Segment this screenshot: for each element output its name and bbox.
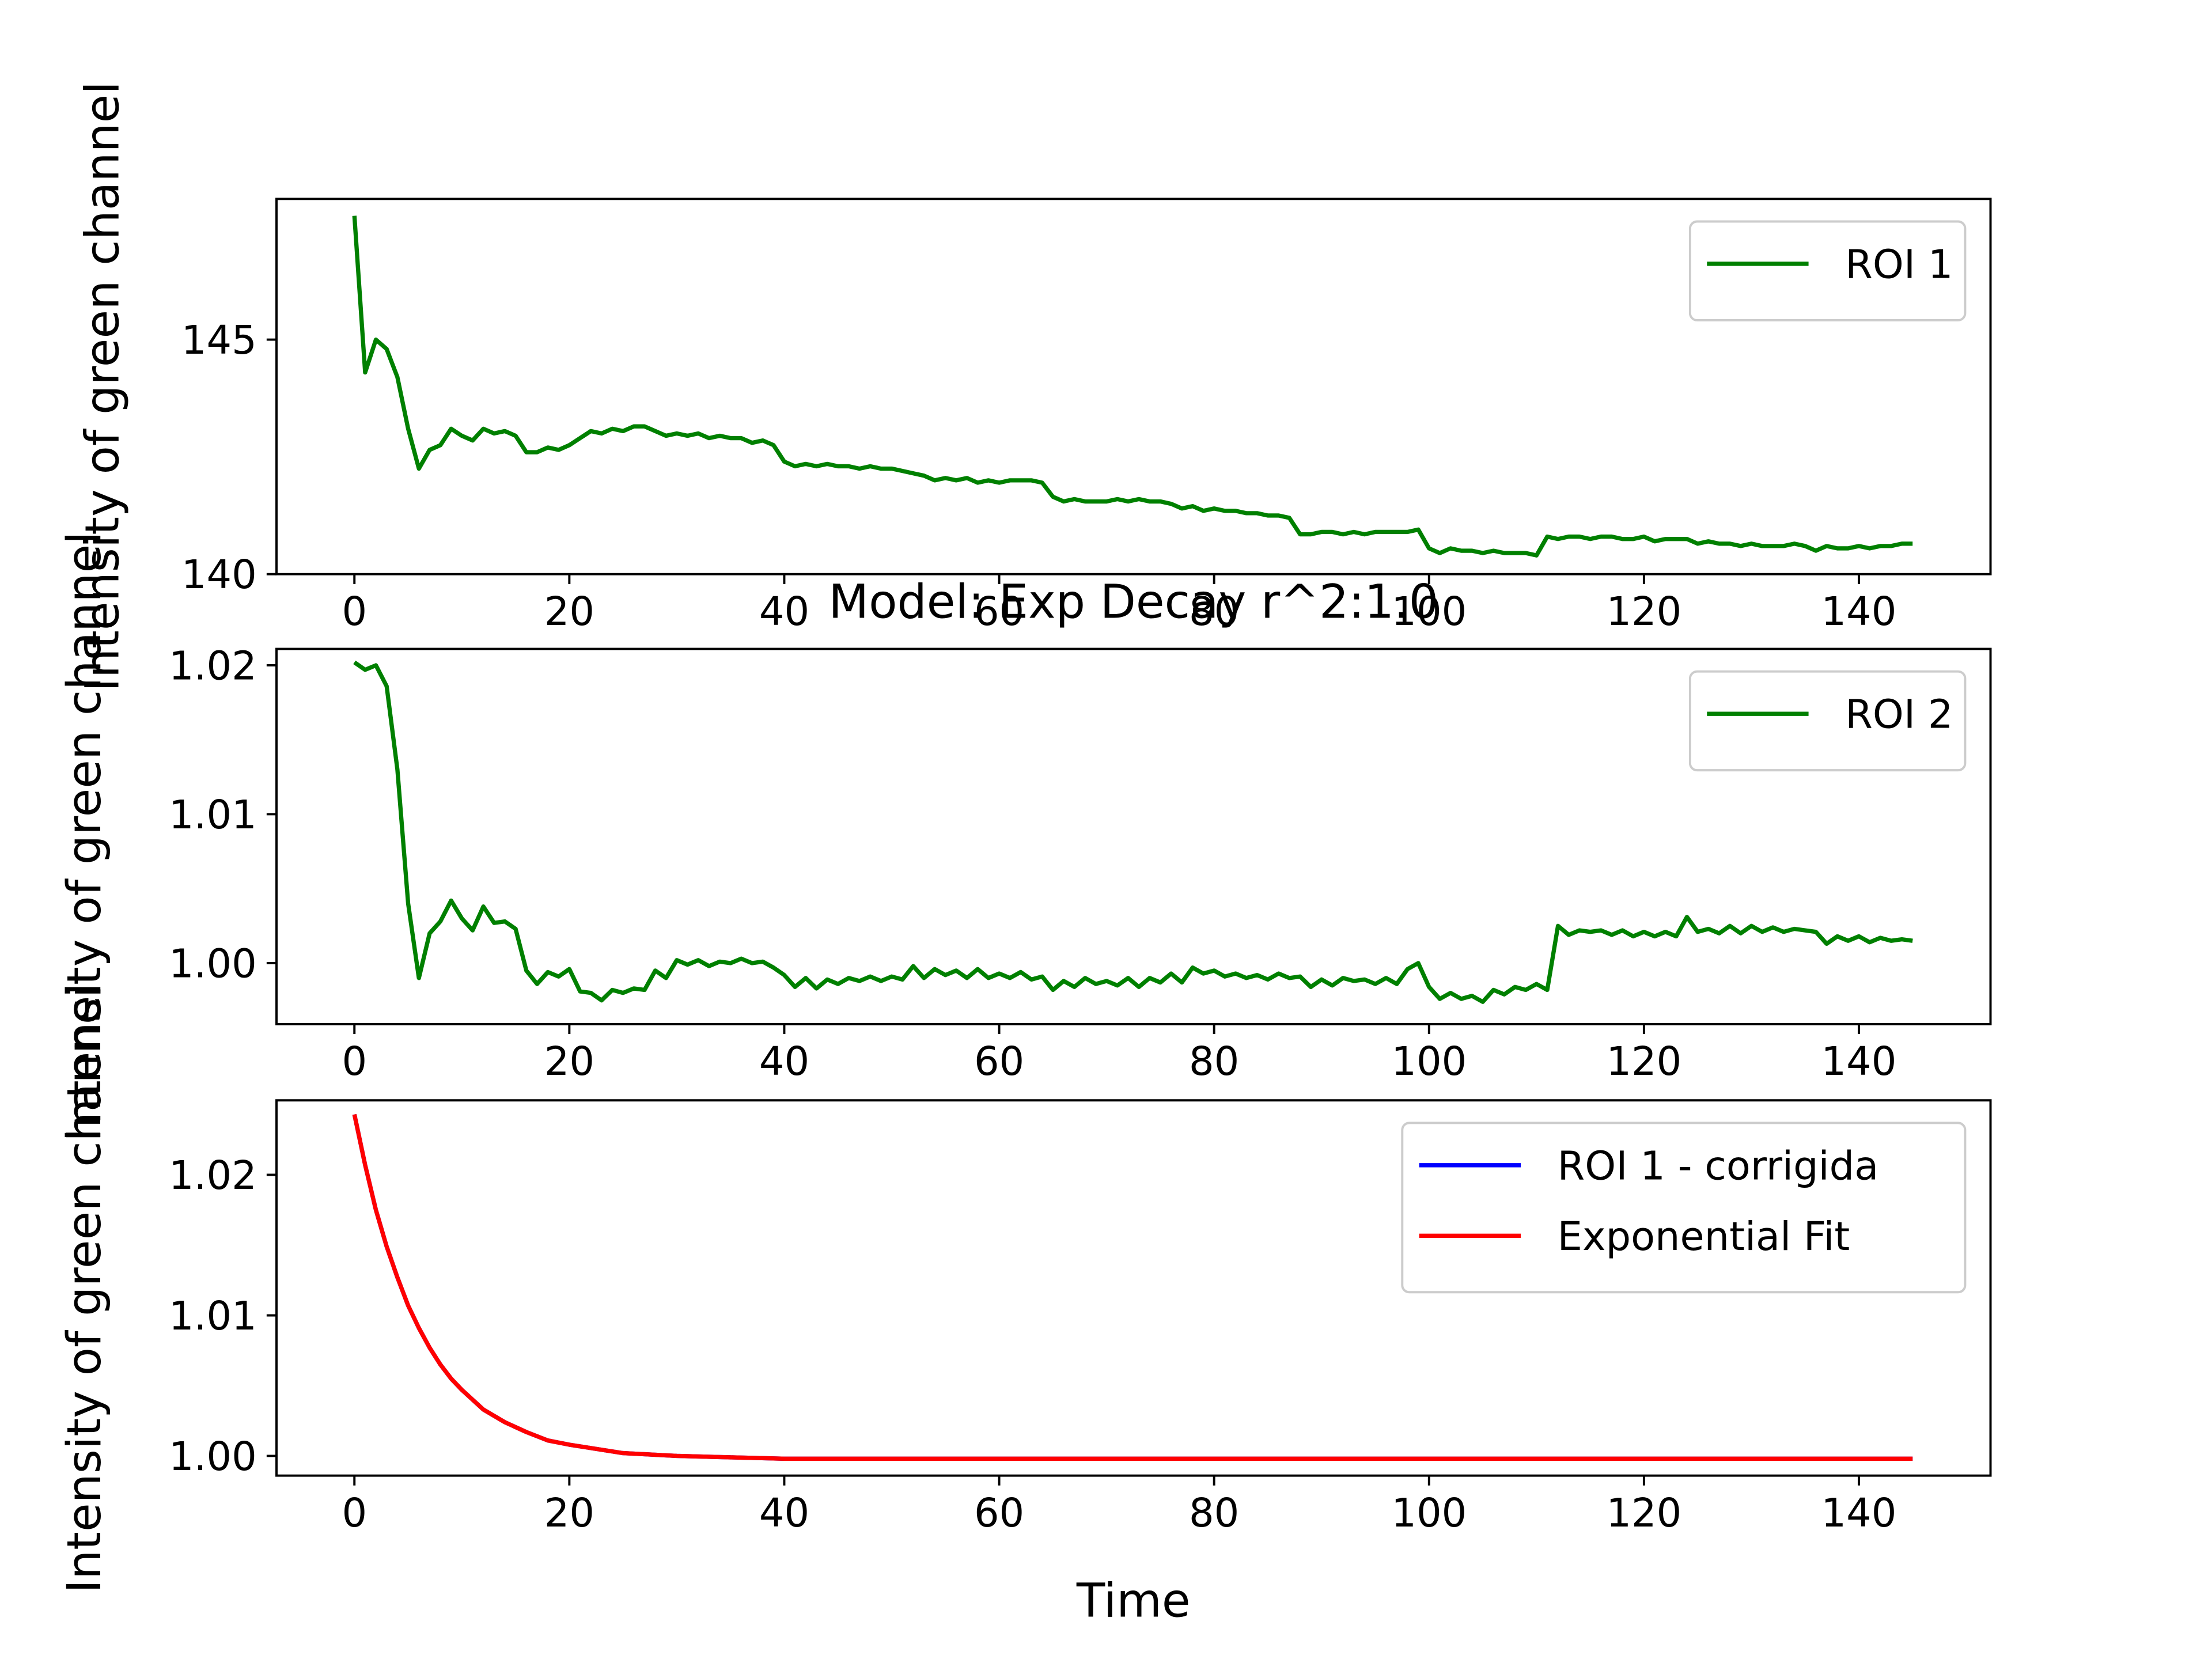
axes-frame (275, 647, 1992, 1025)
x-tick-label: 40 (759, 1039, 809, 1085)
x-axis-label: Time (1076, 1574, 1191, 1628)
y-tick-label: 140 (181, 552, 257, 598)
x-tick-label: 140 (1821, 1039, 1897, 1085)
legend-box (1688, 670, 1967, 772)
y-axis-label: Intensity of green channel (76, 81, 130, 692)
x-tick-label: 140 (1821, 1490, 1897, 1536)
series-line (353, 660, 1913, 1004)
legend-label: ROI 1 - corrigida (1558, 1143, 1879, 1189)
x-tick-label: 120 (1606, 589, 1681, 635)
y-tick-label: 1.01 (169, 792, 257, 838)
x-tick-label: 100 (1391, 1039, 1467, 1085)
x-tick-label: 120 (1606, 1039, 1681, 1085)
y-tick-label: 1.01 (169, 1293, 257, 1339)
chart-title: Model: Exp Decay r^2:1.0 (828, 575, 1438, 630)
x-tick-label: 0 (342, 1039, 367, 1085)
x-tick-label: 100 (1391, 589, 1467, 635)
axes-frame (275, 1099, 1992, 1477)
x-tick-label: 100 (1391, 1490, 1467, 1536)
x-tick-label: 40 (759, 589, 809, 635)
y-tick-label: 1.02 (169, 1153, 257, 1199)
x-tick-label: 60 (974, 1039, 1024, 1085)
x-tick-label: 20 (544, 1490, 594, 1536)
legend-label: ROI 2 (1845, 692, 1953, 738)
axes-frame (275, 198, 1992, 575)
y-tick-label: 1.02 (169, 643, 257, 689)
x-tick-label: 80 (1189, 1490, 1239, 1536)
x-tick-label: 0 (342, 1490, 367, 1536)
y-tick-label: 1.00 (169, 941, 257, 987)
series-line (352, 1113, 1913, 1461)
y-axis-label: Intensity of green channel (58, 531, 112, 1142)
legend-box (1401, 1122, 1967, 1294)
x-tick-label: 20 (544, 1039, 594, 1085)
legend-box (1688, 220, 1967, 321)
series-line (352, 215, 1913, 558)
y-tick-label: 1.00 (169, 1434, 257, 1480)
x-tick-label: 80 (1189, 1039, 1239, 1085)
x-tick-label: 60 (974, 589, 1024, 635)
x-tick-label: 0 (342, 589, 367, 635)
x-tick-label: 20 (544, 589, 594, 635)
x-tick-label: 60 (974, 1490, 1024, 1536)
x-tick-label: 40 (759, 1490, 809, 1536)
legend-label: ROI 1 (1845, 241, 1953, 287)
legend-label: Exponential Fit (1558, 1214, 1850, 1260)
x-tick-label: 140 (1821, 589, 1897, 635)
y-axis-label: Intensity of green channel (58, 983, 112, 1593)
x-tick-label: 120 (1606, 1490, 1681, 1536)
y-tick-label: 145 (181, 317, 257, 363)
x-tick-label: 80 (1189, 589, 1239, 635)
